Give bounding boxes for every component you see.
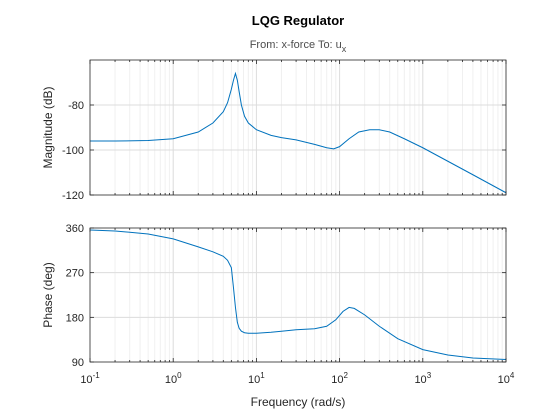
magnitude-plot-area (90, 60, 506, 195)
x-tick-label: 102 (331, 371, 348, 386)
phase-plot-area (90, 228, 506, 362)
phase-axes-box (89, 227, 507, 363)
x-tick-label: 100 (165, 371, 182, 386)
magnitude-axes-box (89, 59, 507, 196)
magnitude-ytick-label: -120 (62, 190, 84, 202)
phase-ytick-label: 90 (72, 357, 84, 369)
x-tick-base: 10 (80, 374, 92, 386)
magnitude-y-axis-label: Magnitude (dB) (41, 86, 55, 168)
x-tick-exponent: 0 (177, 371, 182, 380)
magnitude-panel: -120 -100 -80 Magnitude (dB) (41, 59, 507, 202)
chart-subtitle: From: x-force To: ux (250, 39, 347, 54)
magnitude-ytick-label: -100 (62, 145, 84, 157)
magnitude-series-line (90, 71, 507, 194)
phase-y-axis-label: Phase (deg) (41, 262, 55, 327)
x-tick-label: 103 (414, 371, 431, 386)
magnitude-ytick-label: -80 (68, 100, 84, 112)
phase-series-line (89, 229, 507, 361)
x-tick-exponent: 1 (260, 371, 265, 380)
x-tick-base: 10 (165, 374, 177, 386)
x-tick-exponent: 2 (343, 371, 348, 380)
phase-ytick-label: 180 (66, 312, 84, 324)
subtitle-subscript: x (342, 44, 347, 54)
x-tick-exponent: -1 (93, 371, 101, 380)
x-axis-label: Frequency (rad/s) (251, 395, 346, 409)
phase-ytick-label: 360 (66, 223, 84, 235)
phase-ytick-label: 270 (66, 268, 84, 280)
x-tick-base: 10 (414, 374, 426, 386)
x-tick-exponent: 3 (427, 371, 432, 380)
x-tick-label: 101 (248, 371, 265, 386)
x-tick-label: 10-1 (80, 371, 100, 386)
x-tick-base: 10 (248, 374, 260, 386)
x-tick-label: 104 (498, 371, 515, 386)
subtitle-text: From: x-force To: u (250, 39, 342, 51)
chart-title: LQG Regulator (252, 13, 344, 28)
x-tick-base: 10 (331, 374, 343, 386)
x-tick-base: 10 (498, 374, 510, 386)
x-tick-exponent: 4 (510, 371, 515, 380)
